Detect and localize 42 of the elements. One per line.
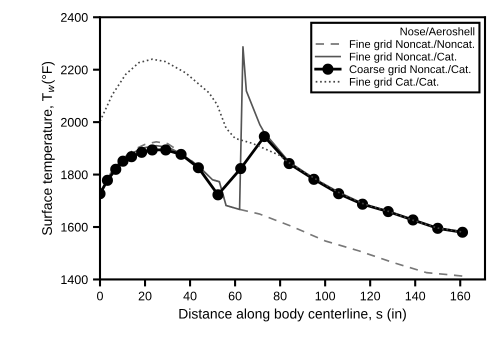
y-tick-label: 1400 [61, 275, 88, 284]
x-tick-label: 20 [138, 292, 152, 300]
x-tick-label: 60 [228, 292, 242, 300]
point [160, 144, 172, 156]
y-tick-label: 2200 [61, 65, 88, 74]
y-axis-title: Surface temperature, T$_{w}$(°F) [42, 62, 55, 236]
y-tick-label: 1800 [61, 170, 88, 180]
x-tick-label: 40 [183, 292, 197, 300]
x-tick-label: 120 [360, 292, 380, 300]
point [456, 226, 468, 238]
y-tick-label: 2000 [61, 118, 88, 127]
point [146, 144, 158, 156]
x-tick-label: 100 [316, 292, 336, 300]
point [192, 162, 204, 174]
point [102, 174, 113, 186]
point [333, 188, 344, 200]
legend-label: Fine grid Cat./Cat. [350, 78, 438, 88]
point [117, 156, 129, 167]
point [110, 164, 122, 175]
x-tick-label: 160 [450, 292, 470, 300]
point [175, 148, 187, 160]
point [126, 151, 138, 162]
y-tick-label: 2400 [61, 13, 88, 22]
x-tick-label: 140 [406, 292, 426, 300]
point [432, 222, 444, 234]
legend-title: Nose/Aeroshell [400, 27, 474, 36]
point [235, 162, 246, 174]
point [407, 214, 419, 226]
legend-label: Fine grid Noncat./Noncat. [350, 40, 474, 50]
legend-label: Fine grid Noncat./Cat. [350, 52, 456, 63]
x-axis-title: Distance along body centerline, s (in) [179, 308, 406, 322]
x-tick-label: 0 [97, 292, 103, 300]
point [136, 146, 148, 158]
y-tick-label: 1600 [61, 222, 88, 232]
point [308, 174, 320, 185]
point [284, 158, 295, 170]
point [212, 189, 224, 200]
point [356, 198, 368, 210]
x-tick-label: 80 [274, 292, 287, 300]
point [382, 206, 394, 218]
legend-label: Coarse grid Noncat./Cat. [350, 64, 470, 76]
point [258, 130, 270, 142]
